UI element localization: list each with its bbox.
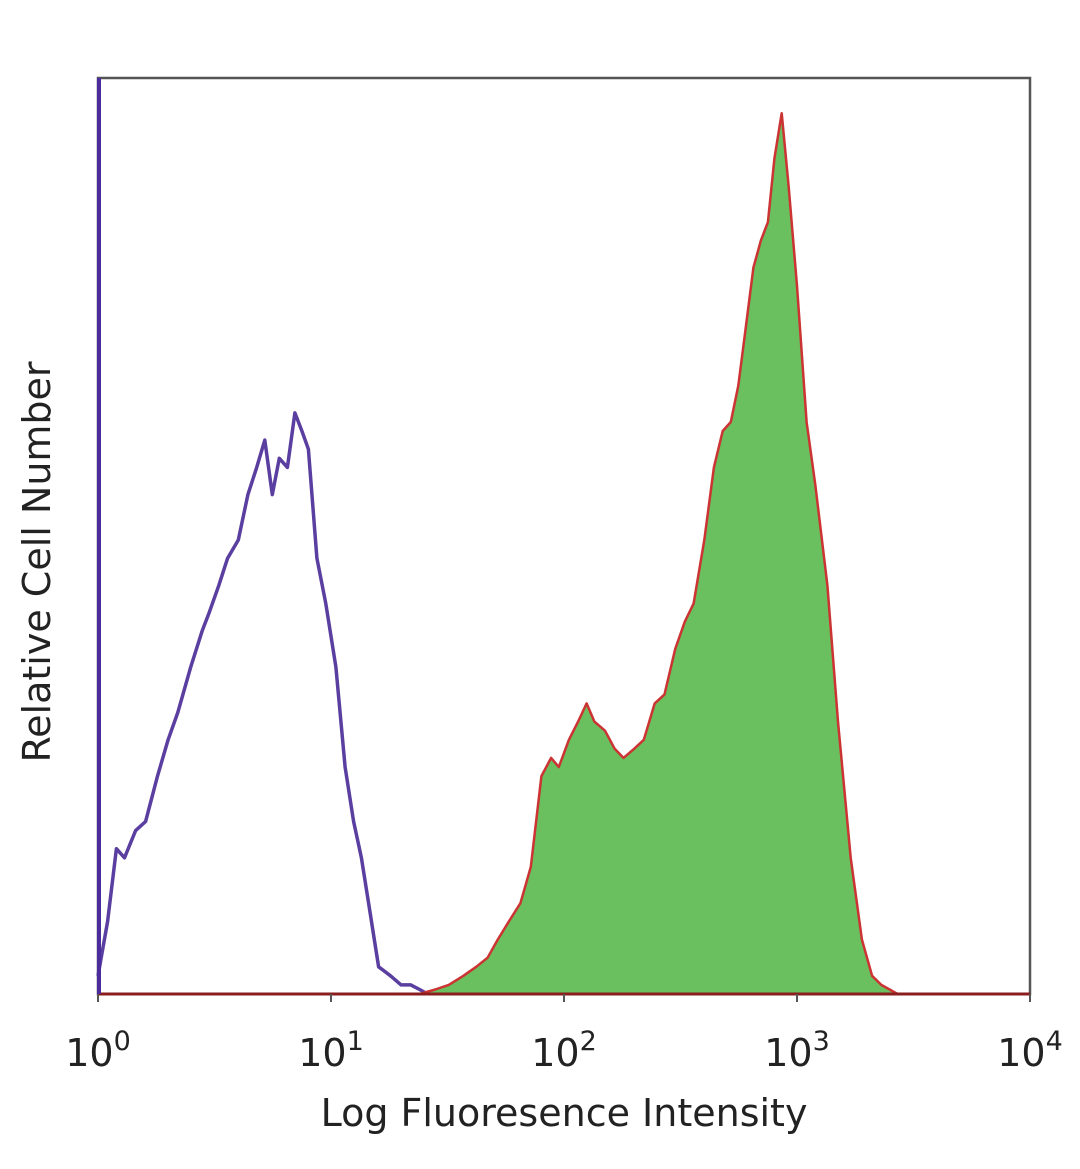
x-axis-label: Log Fluoresence Intensity (321, 1091, 808, 1135)
x-tick-label-2: 102 (531, 1026, 597, 1075)
series-layer (96, 111, 899, 996)
x-tick-label-0: 100 (65, 1026, 131, 1075)
x-tick-label-3: 103 (764, 1026, 830, 1075)
x-tick-label-4: 104 (997, 1026, 1063, 1075)
x-tick-labels: 100 101 102 103 104 (65, 994, 1063, 1075)
series-1-outline (419, 111, 899, 996)
x-tick-label-1: 101 (298, 1026, 364, 1075)
series-1-area (419, 113, 898, 994)
y-axis-label: Relative Cell Number (15, 361, 59, 762)
series-0-line (96, 411, 429, 996)
